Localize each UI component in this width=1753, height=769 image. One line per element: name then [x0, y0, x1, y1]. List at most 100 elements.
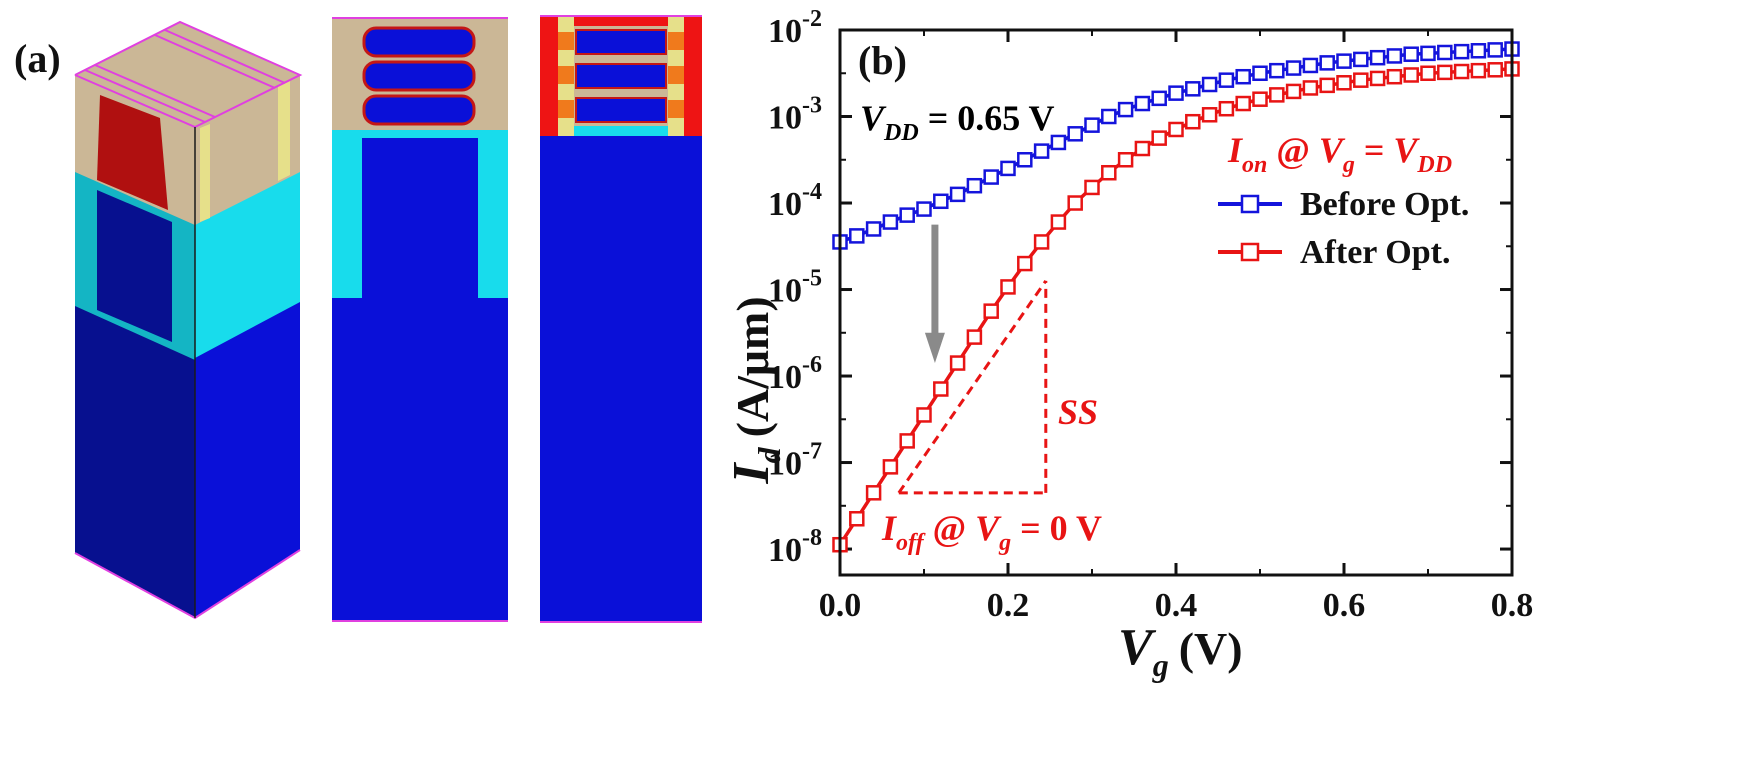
y-tick-base: 10 [768, 359, 802, 396]
vdd-annotation: VDD = 0.65 V [860, 98, 1055, 146]
series-0-point [849, 228, 865, 244]
series-1-point [1201, 107, 1218, 123]
spacer-right-face [195, 170, 300, 358]
y-tick-label: 10-4 [768, 179, 822, 223]
series-0-point [1201, 76, 1218, 93]
x-axis-title: Vg (V) [1118, 619, 1243, 683]
ioff-at: @ [924, 508, 976, 548]
xsec2-orange-4 [668, 32, 684, 50]
legend-marker-before [1240, 194, 1260, 214]
top-edge-line-4 [94, 64, 216, 118]
device-3d-view [74, 20, 303, 620]
y-tick-base: 10 [768, 186, 802, 223]
xsec2-orange-1 [558, 32, 574, 50]
series-layer [832, 41, 1520, 553]
xsec2-orange-6 [668, 100, 684, 118]
series-1-point [849, 511, 865, 527]
ioff-i: I [881, 508, 898, 548]
series-0-point [1185, 81, 1201, 97]
y-axis-title: Id (A/μm) [723, 296, 787, 484]
y-tick-label: 10-3 [768, 93, 822, 137]
series-0-point [983, 169, 999, 185]
xsec2-channel-3 [575, 97, 667, 123]
series-0-point [1134, 95, 1151, 112]
series-1-point [1168, 121, 1184, 138]
series-1-point [916, 407, 932, 423]
y-tick-base: 10 [768, 446, 802, 483]
series-0-point [1000, 160, 1016, 177]
ioff-sub: off [896, 530, 926, 556]
xsec2-orange-3 [558, 100, 574, 118]
series-0-point [1084, 117, 1100, 133]
top-outline [74, 20, 303, 129]
ion-at: @ [1267, 130, 1319, 170]
substrate-front-face [75, 303, 195, 618]
y-tick-base: 10 [768, 532, 802, 569]
vdd-rest: = 0.65 V [919, 98, 1055, 138]
legend-marker-after [1240, 242, 1260, 262]
series-1-point [1185, 113, 1201, 130]
ion-annotation: Ion @ Vg = VDD [1227, 130, 1452, 178]
series-1-point [1017, 255, 1033, 272]
series-1-point [966, 329, 983, 345]
series-1-point [865, 485, 882, 501]
series-1-point [1369, 70, 1386, 87]
series-0-point [1033, 143, 1050, 159]
series-0-point [1269, 62, 1285, 79]
xsec1-channel-1 [362, 26, 476, 58]
y-tick-label: 10-8 [768, 525, 822, 569]
x-axis-title-sub: g [1152, 647, 1169, 683]
y-tick-exponent: -7 [802, 439, 822, 465]
y-tick-exponent: -5 [802, 266, 822, 292]
series-1-point [1353, 72, 1369, 88]
series-0-point [1336, 53, 1352, 69]
ss-triangle-hypotenuse [897, 280, 1048, 494]
series-0-point [1151, 90, 1167, 107]
substrate-notch [97, 190, 172, 342]
y-axis-title-unit: (A/μm) [727, 296, 778, 437]
top-edge-line-3 [84, 69, 206, 123]
series-1-point [1437, 64, 1453, 81]
series-1-point [1487, 62, 1503, 78]
x-axis-title-unit: (V) [1179, 623, 1243, 674]
ioff-annotation: Ioff @ Vg = 0 V [881, 508, 1102, 556]
series-0-point [899, 207, 915, 223]
x-tick-label: 0.2 [987, 587, 1030, 624]
y-tick-exponent: -4 [802, 179, 822, 205]
series-1-point [933, 381, 949, 397]
reduction-arrow-head [924, 332, 945, 364]
legend: Before Opt. After Opt. [1218, 186, 1469, 271]
series-0-point [1420, 45, 1436, 62]
gate-right-face [195, 75, 300, 225]
y-tick-label: 10-7 [768, 439, 822, 483]
xsec2-thin-spacer [574, 126, 668, 136]
x-tick-label: 0.4 [1155, 587, 1198, 624]
y-tick-label: 10-6 [768, 352, 822, 396]
series-1-point [1470, 62, 1487, 79]
series-0-point [966, 177, 983, 194]
legend-label-after: After Opt. [1300, 234, 1450, 271]
series-0-point [933, 193, 949, 210]
series-0-point [1117, 101, 1134, 118]
series-0-point [1302, 57, 1319, 74]
series-1-point [1050, 214, 1067, 230]
series-1-point [1134, 140, 1151, 157]
xsec1-left-spacer [332, 138, 362, 298]
xsec1-channel-2 [362, 60, 476, 92]
y-tick-exponent: -2 [802, 6, 822, 32]
panel-b-label: (b) [858, 38, 907, 83]
ion-sub: on [1242, 152, 1267, 178]
x-tick-labels: 0.0 0.2 0.4 0.6 0.8 [819, 587, 1534, 624]
ioff-rest: = 0 V [1011, 508, 1102, 548]
ioff-v: V [975, 508, 1002, 548]
series-1-point [882, 459, 899, 475]
xsec2-orange-5 [668, 66, 684, 84]
series-0-point [1437, 44, 1453, 61]
x-tick-label: 0.0 [819, 587, 862, 624]
y-tick-label: 10-2 [768, 6, 822, 50]
series-0-point [1252, 65, 1268, 82]
series-0-point [1386, 48, 1403, 64]
xsec1-right-spacer [478, 138, 508, 298]
series-0-point [1235, 68, 1251, 85]
